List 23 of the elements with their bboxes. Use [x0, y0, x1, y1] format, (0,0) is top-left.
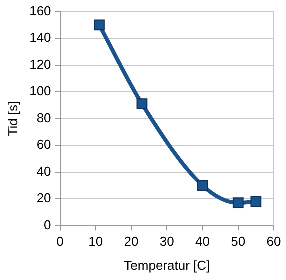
point — [250, 196, 262, 208]
y-tick-label: 0 — [44, 217, 52, 232]
y-tick-label: 80 — [36, 110, 52, 126]
y-tick-label: 20 — [36, 190, 52, 206]
y-tick-label: 160 — [30, 3, 52, 18]
x-axis-title: Temperatur [C] — [124, 258, 210, 273]
x-tick-label: 0 — [56, 234, 64, 250]
point — [94, 20, 105, 31]
x-tick-label: 30 — [160, 234, 174, 250]
point — [136, 98, 148, 110]
x-tick-label: 50 — [231, 234, 246, 250]
point — [232, 198, 244, 209]
y-tick-label: 60 — [36, 137, 52, 152]
y-tick-label: 40 — [36, 164, 52, 179]
point — [197, 180, 208, 192]
x-tick-label: 60 — [266, 234, 282, 250]
x-tick-label: 10 — [88, 234, 104, 250]
x-tick-label: 20 — [124, 234, 139, 250]
x-tick-label: 40 — [196, 234, 210, 250]
y-tick-label: 140 — [30, 30, 52, 46]
y-tick-label: 120 — [30, 56, 52, 72]
y-tick-label: 100 — [30, 84, 52, 99]
y-axis-title: Tid [s] — [5, 101, 20, 136]
